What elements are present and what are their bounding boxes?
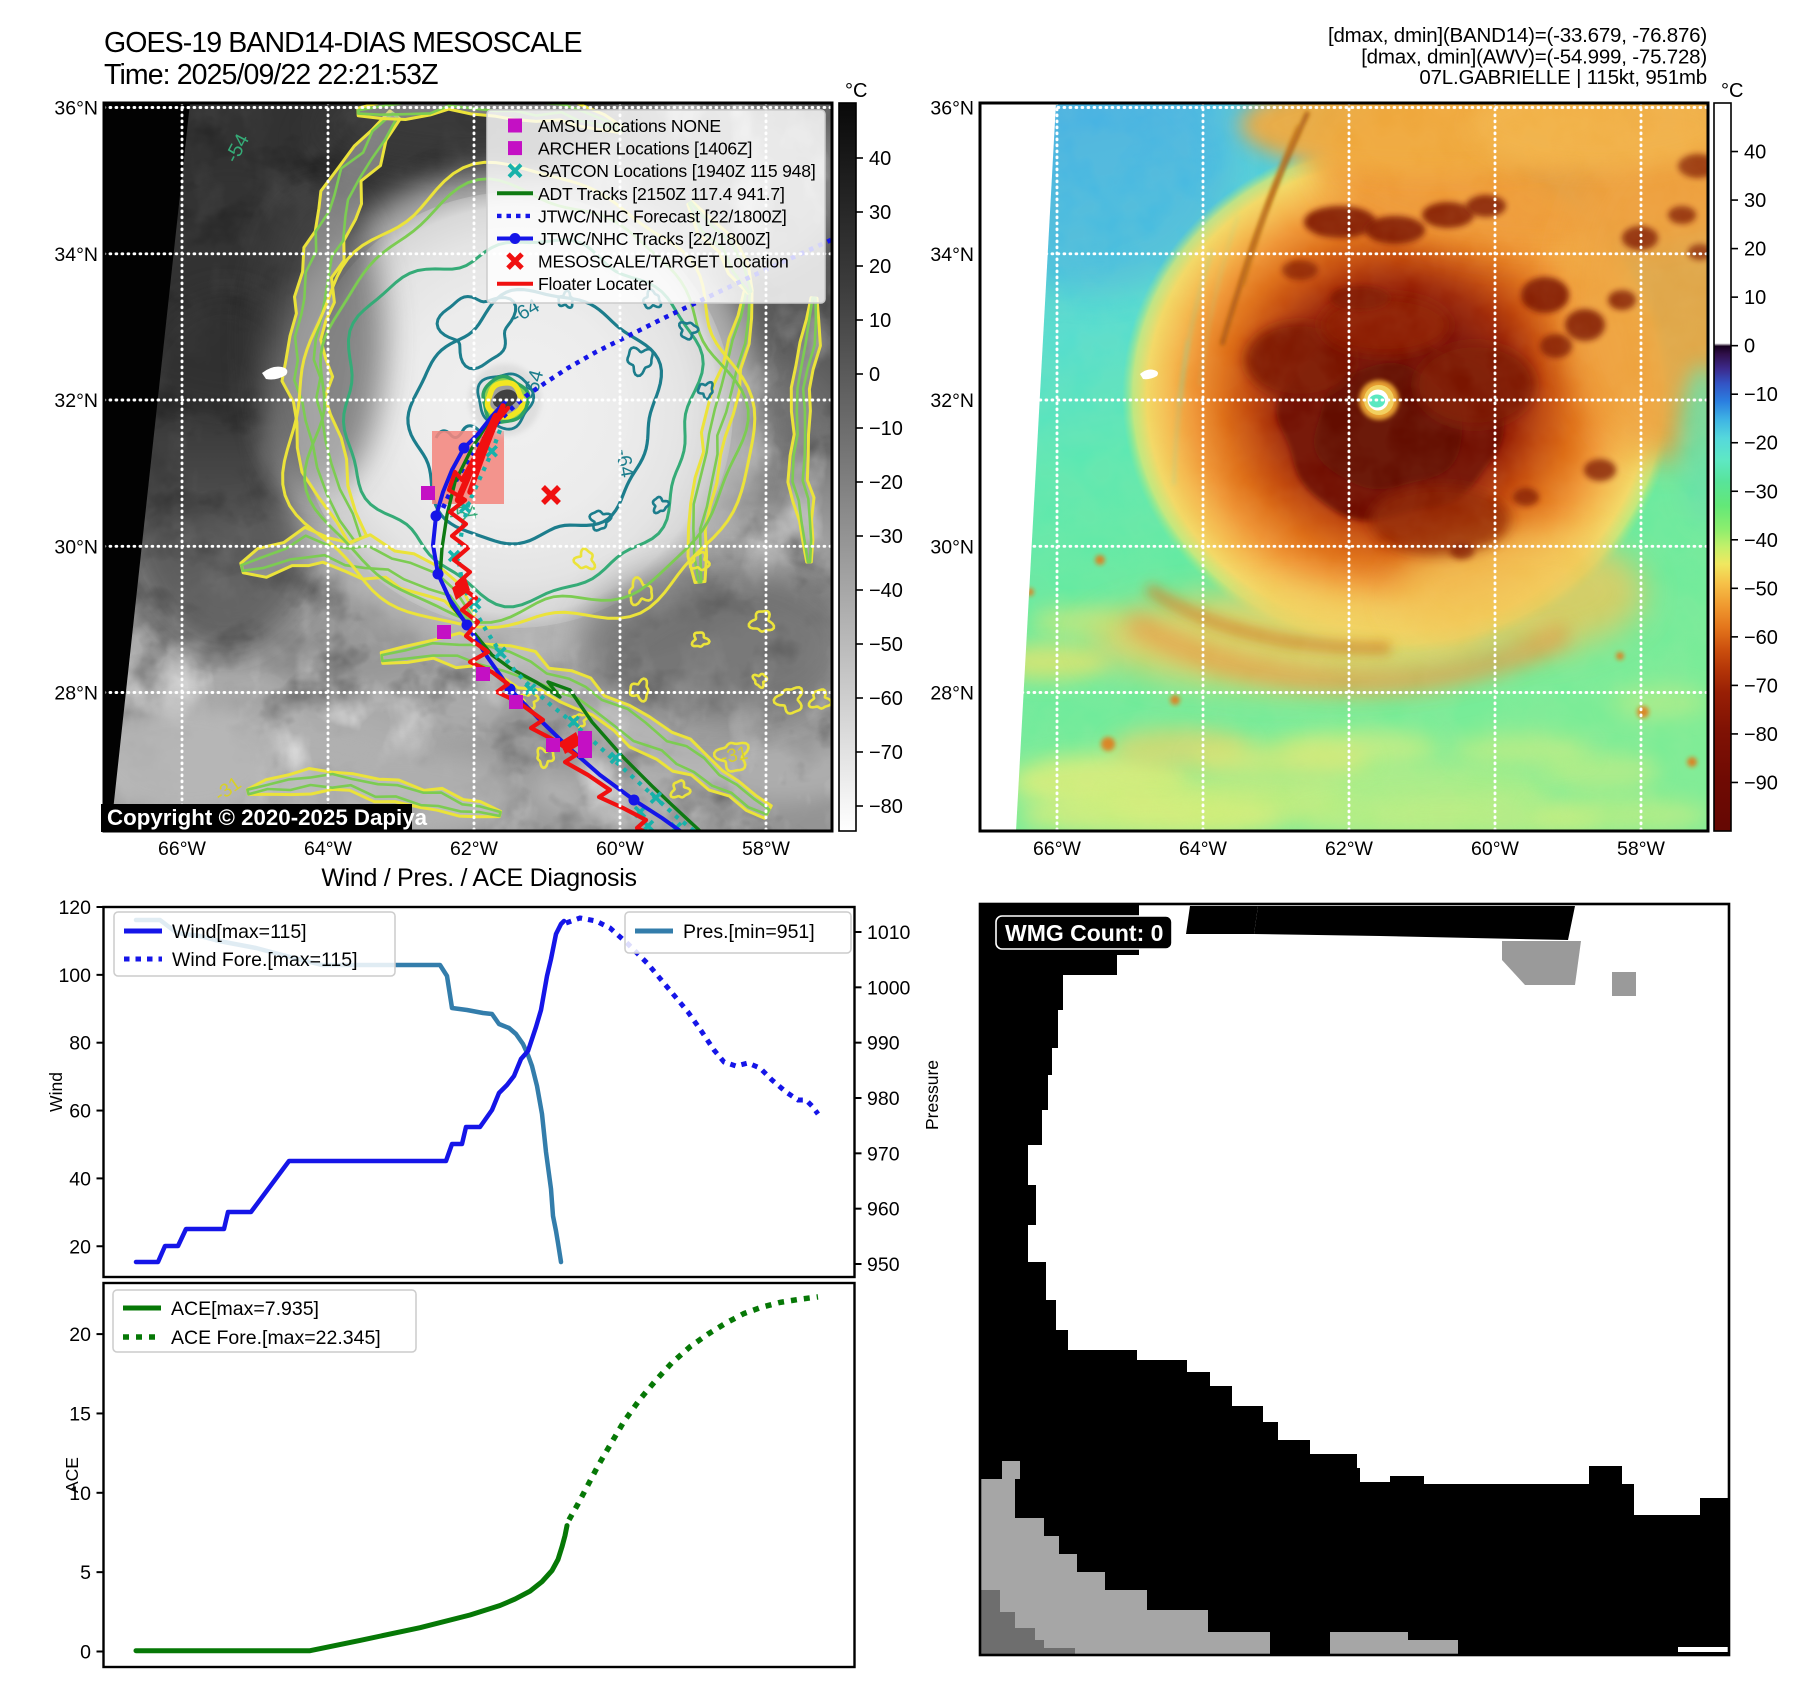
svg-text:07L.GABRIELLE | 115kt, 951mb: 07L.GABRIELLE | 115kt, 951mb <box>1419 66 1707 89</box>
svg-text:30°N: 30°N <box>930 536 974 558</box>
svg-text:0: 0 <box>80 1642 91 1664</box>
svg-text:Time: 2025/09/22 22:21:53Z: Time: 2025/09/22 22:21:53Z <box>104 59 438 91</box>
svg-text:1000: 1000 <box>867 977 911 999</box>
svg-text:10: 10 <box>1744 287 1766 309</box>
svg-text:−70: −70 <box>1744 675 1778 697</box>
svg-text:60°W: 60°W <box>596 838 644 860</box>
svg-text:Copyright © 2020-2025 Dapiya: Copyright © 2020-2025 Dapiya <box>107 805 428 830</box>
svg-text:Wind[max=115]: Wind[max=115] <box>172 921 307 943</box>
svg-text:ACE[max=7.935]: ACE[max=7.935] <box>171 1298 319 1320</box>
svg-text:15: 15 <box>69 1403 91 1425</box>
svg-text:60: 60 <box>69 1101 91 1123</box>
svg-text:36°N: 36°N <box>54 98 98 120</box>
svg-text:[dmax, dmin](BAND14)=(-33.679,: [dmax, dmin](BAND14)=(-33.679, -76.876) <box>1328 24 1707 47</box>
svg-text:64°W: 64°W <box>304 838 352 860</box>
svg-text:10: 10 <box>69 1483 91 1505</box>
svg-text:−20: −20 <box>869 472 903 494</box>
svg-text:32°N: 32°N <box>54 390 98 412</box>
svg-text:0: 0 <box>1744 336 1755 358</box>
svg-text:58°W: 58°W <box>742 838 790 860</box>
svg-text:Pres.[min=951]: Pres.[min=951] <box>683 921 815 943</box>
svg-text:120: 120 <box>58 897 91 919</box>
svg-text:62°W: 62°W <box>1325 838 1373 860</box>
svg-text:Pressure: Pressure <box>922 1060 942 1130</box>
svg-text:40: 40 <box>69 1168 91 1190</box>
svg-text:SATCON Locations [1940Z 115 94: SATCON Locations [1940Z 115 948] <box>538 161 816 181</box>
svg-text:−30: −30 <box>1744 481 1778 503</box>
svg-text:100: 100 <box>58 965 91 987</box>
svg-text:40: 40 <box>1744 142 1766 164</box>
svg-text:−60: −60 <box>869 688 903 710</box>
svg-text:−40: −40 <box>869 580 903 602</box>
svg-text:−80: −80 <box>869 796 903 818</box>
svg-text:−80: −80 <box>1744 724 1778 746</box>
svg-text:40: 40 <box>869 148 891 170</box>
svg-text:MESOSCALE/TARGET Location: MESOSCALE/TARGET Location <box>538 252 789 272</box>
svg-text:28°N: 28°N <box>930 683 974 705</box>
svg-text:20: 20 <box>69 1236 91 1258</box>
svg-text:36°N: 36°N <box>930 98 974 120</box>
svg-text:960: 960 <box>867 1199 900 1221</box>
svg-text:−50: −50 <box>869 634 903 656</box>
svg-text:970: 970 <box>867 1143 900 1165</box>
svg-text:30: 30 <box>1744 190 1766 212</box>
svg-text:AMSU Locations NONE: AMSU Locations NONE <box>538 116 721 136</box>
svg-text:34°N: 34°N <box>54 244 98 266</box>
svg-text:32°N: 32°N <box>930 390 974 412</box>
svg-text:−50: −50 <box>1744 578 1778 600</box>
svg-text:−20: −20 <box>1744 433 1778 455</box>
svg-text:−70: −70 <box>869 742 903 764</box>
svg-text:°C: °C <box>1721 80 1743 102</box>
svg-text:28°N: 28°N <box>54 683 98 705</box>
svg-text:−10: −10 <box>869 418 903 440</box>
svg-text:Wind: Wind <box>46 1072 66 1112</box>
svg-text:30°N: 30°N <box>54 536 98 558</box>
svg-text:980: 980 <box>867 1088 900 1110</box>
svg-text:−90: −90 <box>1744 772 1778 794</box>
svg-text:ADT Tracks [2150Z 117.4 941.7]: ADT Tracks [2150Z 117.4 941.7] <box>538 184 785 204</box>
svg-text:20: 20 <box>869 256 891 278</box>
svg-text:[dmax, dmin](AWV)=(-54.999, -7: [dmax, dmin](AWV)=(-54.999, -75.728) <box>1361 46 1707 69</box>
svg-text:5: 5 <box>80 1562 91 1584</box>
svg-text:66°W: 66°W <box>158 838 206 860</box>
svg-text:10: 10 <box>869 310 891 332</box>
svg-text:WMG Count: 0: WMG Count: 0 <box>1005 920 1163 946</box>
svg-text:60°W: 60°W <box>1471 838 1519 860</box>
svg-text:ACE Fore.[max=22.345]: ACE Fore.[max=22.345] <box>171 1327 381 1349</box>
svg-text:JTWC/NHC Forecast [22/1800Z]: JTWC/NHC Forecast [22/1800Z] <box>538 206 787 226</box>
svg-text:66°W: 66°W <box>1033 838 1081 860</box>
svg-text:JTWC/NHC Tracks [22/1800Z]: JTWC/NHC Tracks [22/1800Z] <box>538 229 770 249</box>
svg-text:62°W: 62°W <box>450 838 498 860</box>
svg-text:−60: −60 <box>1744 627 1778 649</box>
svg-text:Wind Fore.[max=115]: Wind Fore.[max=115] <box>172 949 358 971</box>
svg-text:GOES-19 BAND14-DIAS MESOSCALE: GOES-19 BAND14-DIAS MESOSCALE <box>104 27 582 59</box>
svg-text:−30: −30 <box>869 526 903 548</box>
svg-text:20: 20 <box>69 1324 91 1346</box>
svg-text:950: 950 <box>867 1254 900 1276</box>
svg-text:30: 30 <box>869 202 891 224</box>
svg-text:ACE: ACE <box>62 1457 82 1493</box>
svg-text:34°N: 34°N <box>930 244 974 266</box>
svg-text:ARCHER Locations [1406Z]: ARCHER Locations [1406Z] <box>538 139 752 159</box>
svg-text:64°W: 64°W <box>1179 838 1227 860</box>
svg-text:0: 0 <box>869 364 880 386</box>
svg-text:20: 20 <box>1744 239 1766 261</box>
svg-text:°C: °C <box>845 80 867 102</box>
svg-text:Wind / Pres. / ACE Diagnosis: Wind / Pres. / ACE Diagnosis <box>321 864 636 892</box>
svg-text:−10: −10 <box>1744 384 1778 406</box>
svg-text:1010: 1010 <box>867 922 911 944</box>
svg-text:−40: −40 <box>1744 530 1778 552</box>
svg-text:80: 80 <box>69 1033 91 1055</box>
svg-text:-64: -64 <box>611 447 638 479</box>
svg-text:58°W: 58°W <box>1617 838 1665 860</box>
svg-text:Floater Locater: Floater Locater <box>538 274 654 294</box>
svg-text:990: 990 <box>867 1033 900 1055</box>
